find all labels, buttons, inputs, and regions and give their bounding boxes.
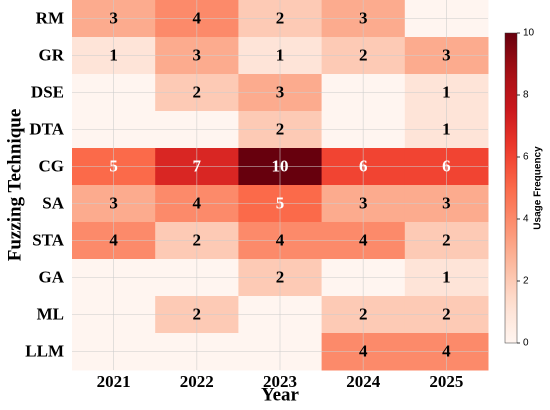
y-tick-label: STA <box>32 230 65 249</box>
cell-label: 2 <box>442 304 451 323</box>
cell-label: 2 <box>359 304 368 323</box>
cell-label: 5 <box>276 193 285 212</box>
cell-label: 2 <box>193 304 202 323</box>
y-tick-label: GA <box>39 267 65 286</box>
cell-label: 3 <box>193 45 202 64</box>
x-tick-label: 2025 <box>429 372 463 391</box>
y-tick-label: DSE <box>31 82 64 101</box>
cell-label: 1 <box>276 45 285 64</box>
cell-label: 4 <box>442 341 451 360</box>
cell-label: 3 <box>276 82 285 101</box>
cell-label: 5 <box>109 156 118 175</box>
x-tick-label: 2021 <box>97 372 131 391</box>
cell-label: 2 <box>276 267 285 286</box>
y-tick-label: SA <box>42 193 64 212</box>
cell-label: 2 <box>359 45 368 64</box>
cell-label: 3 <box>359 193 368 212</box>
colorbar-tick-label: 2 <box>523 276 529 287</box>
y-tick-label: CG <box>39 156 65 175</box>
colorbar-tick-label: 8 <box>523 90 529 101</box>
x-tick-label: 2022 <box>180 372 214 391</box>
cell-label: 2 <box>193 82 202 101</box>
cell-label: 3 <box>109 8 118 27</box>
colorbar-label: Usage Frequency <box>533 146 544 230</box>
cell-label: 3 <box>442 193 451 212</box>
y-tick-label: LLM <box>25 341 64 360</box>
cell-label: 1 <box>442 82 451 101</box>
colorbar-tick-label: 6 <box>523 152 529 163</box>
cell-label: 2 <box>276 119 285 138</box>
cell-label: 2 <box>276 8 285 27</box>
cell-label: 10 <box>272 156 289 175</box>
cell-label: 2 <box>193 230 202 249</box>
cell-label: 4 <box>109 230 118 249</box>
cell-label: 3 <box>359 8 368 27</box>
y-tick-label: GR <box>39 45 65 64</box>
cell-label: 4 <box>276 230 285 249</box>
cell-label: 4 <box>359 230 368 249</box>
cell-label: 6 <box>442 156 451 175</box>
colorbar-tick-label: 0 <box>523 338 529 349</box>
cell-label: 4 <box>359 341 368 360</box>
cell-label: 2 <box>442 230 451 249</box>
cell-label: 3 <box>442 45 451 64</box>
cell-label: 1 <box>109 45 118 64</box>
y-axis-label: Fuzzing Technique <box>4 109 25 262</box>
x-tick-label: 2023 <box>263 372 297 391</box>
colorbar-tick-label: 4 <box>523 214 529 225</box>
cell-label: 7 <box>193 156 202 175</box>
cell-label: 4 <box>193 193 202 212</box>
y-tick-label: ML <box>37 304 64 323</box>
y-tick-label: DTA <box>29 119 64 138</box>
cell-label: 4 <box>193 8 202 27</box>
colorbar-tick-label: 10 <box>523 28 535 39</box>
x-axis-label: Year <box>261 384 300 405</box>
cell-label: 1 <box>442 119 451 138</box>
cell-label: 3 <box>109 193 118 212</box>
x-tick-label: 2024 <box>346 372 381 391</box>
cell-label: 1 <box>442 267 451 286</box>
cell-label: 6 <box>359 156 368 175</box>
y-tick-label: RM <box>36 8 64 27</box>
colorbar <box>504 32 518 344</box>
